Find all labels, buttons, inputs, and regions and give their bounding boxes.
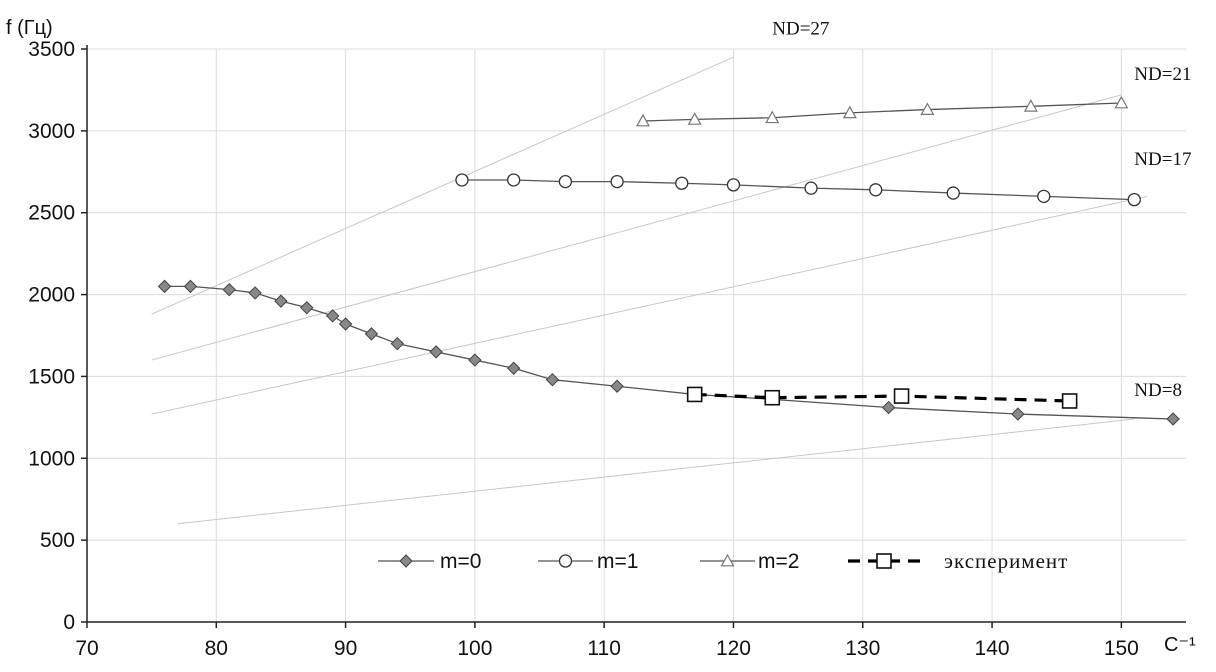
- x-tick-label: 140: [975, 637, 1010, 660]
- data-point: [275, 295, 287, 307]
- nd-line: [152, 57, 734, 314]
- legend-marker: [560, 555, 572, 567]
- nd-line: [178, 419, 1135, 524]
- data-point: [546, 374, 558, 386]
- data-point: [688, 387, 702, 401]
- data-point: [340, 318, 352, 330]
- data-point: [611, 380, 623, 392]
- y-axis-title: f (Гц): [6, 17, 53, 39]
- x-axis-title: C⁻¹: [1164, 634, 1196, 656]
- legend-marker: [400, 555, 412, 567]
- data-point: [365, 328, 377, 340]
- y-tick-label: 0: [63, 611, 75, 634]
- data-point: [1012, 408, 1024, 420]
- y-tick-label: 3000: [28, 120, 75, 143]
- data-point: [223, 284, 235, 296]
- data-point: [508, 362, 520, 374]
- data-point: [611, 176, 623, 188]
- y-tick-label: 2000: [28, 284, 75, 307]
- data-point: [301, 302, 313, 314]
- series-line: [643, 103, 1121, 121]
- data-point: [1038, 190, 1050, 202]
- legend: m=0 m=1 m=2 эксперимент: [378, 549, 1068, 573]
- legend-label: m=2: [758, 550, 799, 573]
- data-point: [1115, 97, 1127, 108]
- data-point: [508, 174, 520, 186]
- legend-item: m=0: [378, 550, 481, 573]
- x-tick-label: 100: [457, 637, 492, 660]
- data-point: [676, 177, 688, 189]
- series-m=2: [637, 97, 1127, 126]
- y-tick-label: 1500: [28, 365, 75, 388]
- data-point: [456, 174, 468, 186]
- legend-marker: [877, 554, 891, 568]
- x-tick-label: 110: [587, 637, 620, 660]
- nd-line: [152, 95, 1122, 360]
- legend-item: эксперимент: [848, 549, 1068, 573]
- data-point: [895, 389, 909, 403]
- data-point: [184, 280, 196, 292]
- data-point: [559, 176, 571, 188]
- data-point: [430, 346, 442, 358]
- x-tick-label: 120: [716, 637, 751, 660]
- y-tick-label: 3500: [28, 38, 75, 61]
- y-tick-label: 500: [40, 529, 75, 552]
- data-point: [805, 182, 817, 194]
- data-point: [870, 184, 882, 196]
- series-m=1: [456, 174, 1140, 206]
- data-point: [159, 280, 171, 292]
- data-point: [947, 187, 959, 199]
- x-tick-label: 90: [334, 637, 357, 660]
- legend-label: m=1: [597, 550, 638, 573]
- nd-reference-lines: [152, 57, 1148, 524]
- data-point: [391, 338, 403, 350]
- data-point: [469, 354, 481, 366]
- series-group: [159, 97, 1179, 425]
- data-point: [727, 179, 739, 191]
- grid: [87, 49, 1186, 622]
- data-point: [765, 391, 779, 405]
- nd-label: ND=27: [772, 18, 829, 39]
- data-point: [883, 402, 895, 414]
- x-tick-label: 150: [1104, 637, 1139, 660]
- nd-labels: ND=27 ND=21 ND=17 ND=8: [772, 18, 1191, 401]
- x-tick-label: 80: [205, 637, 228, 660]
- nd-line: [152, 196, 1148, 414]
- nd-label: ND=8: [1134, 380, 1182, 401]
- y-tick-label: 1000: [28, 447, 75, 470]
- series-эксперимент: [688, 387, 1077, 408]
- legend-label: m=0: [440, 550, 481, 573]
- data-point: [1167, 413, 1179, 425]
- y-tick-label: 2500: [28, 202, 75, 225]
- legend-item: m=2: [700, 550, 799, 573]
- data-point: [249, 287, 261, 299]
- legend-label: эксперимент: [944, 549, 1068, 573]
- nd-label: ND=17: [1134, 149, 1191, 170]
- nd-label: ND=21: [1134, 64, 1191, 85]
- data-point: [1063, 394, 1077, 408]
- x-tick-label: 130: [845, 637, 880, 660]
- x-tick-label: 70: [75, 637, 98, 660]
- data-point: [1128, 194, 1140, 206]
- legend-item: m=1: [538, 550, 638, 573]
- series-m=0: [159, 280, 1179, 425]
